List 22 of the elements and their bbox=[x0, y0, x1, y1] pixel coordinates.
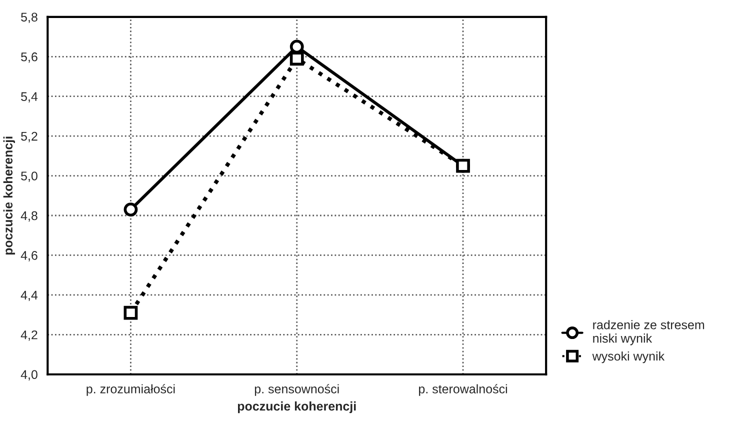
point bbox=[124, 202, 138, 216]
x-axis-title: poczucie koherencji bbox=[238, 401, 356, 414]
y-tick-label: 4,8 bbox=[20, 211, 38, 222]
y-tick-label: 4,4 bbox=[20, 290, 38, 302]
y-tick-label: 5,8 bbox=[21, 12, 38, 24]
y-tick-label: 5,6 bbox=[21, 52, 38, 63]
legend-label: radzenie ze stresem niski wynik bbox=[593, 320, 704, 346]
x-tick-label: p. zrozumiałości bbox=[86, 384, 175, 396]
point bbox=[290, 52, 304, 66]
x-tick-label: p. sensowności bbox=[254, 384, 339, 396]
y-tick-label: 5,4 bbox=[21, 92, 38, 102]
point bbox=[124, 306, 138, 320]
y-tick-label: 4,0 bbox=[20, 370, 38, 380]
point bbox=[456, 158, 470, 173]
y-tick-label: 4,6 bbox=[20, 251, 38, 262]
legend-label: wysoki wynik bbox=[592, 351, 665, 364]
y-tick-label: 4,2 bbox=[20, 330, 38, 341]
x-tick-label: p. sterowalności bbox=[419, 384, 507, 396]
y-tick-label: 5,2 bbox=[21, 132, 38, 142]
y-tick-label: 5,0 bbox=[21, 172, 38, 182]
point bbox=[290, 40, 304, 54]
y-axis-title: poczucie koherencji bbox=[3, 136, 15, 255]
